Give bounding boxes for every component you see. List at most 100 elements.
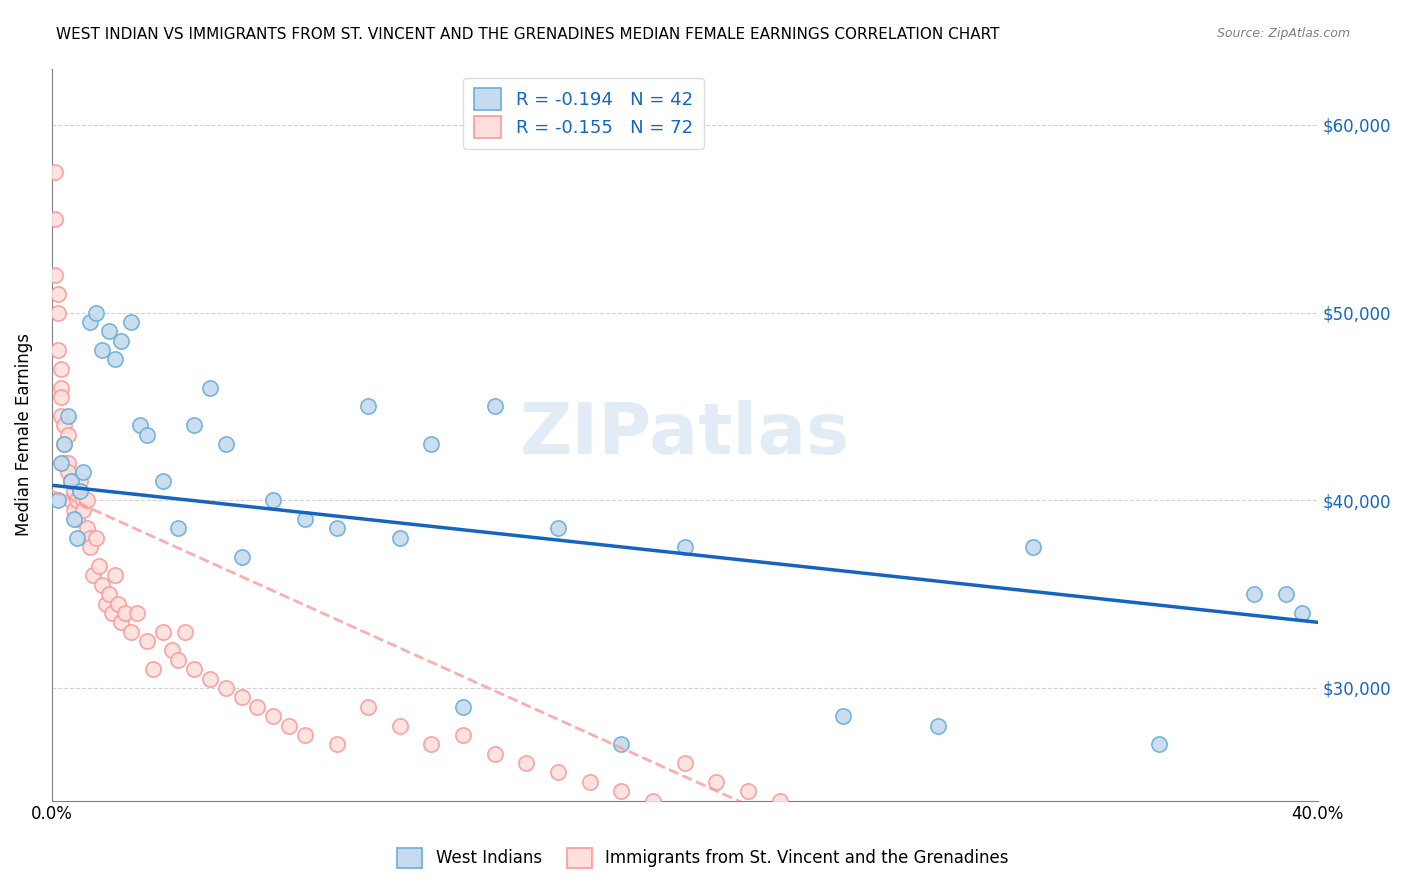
Point [46,286,69,301]
Point [641,794,664,808]
Point [51,390,73,404]
Point [82,568,104,582]
Point [610,737,633,751]
Point [76,493,98,508]
Point [51,456,73,470]
Point [56,427,79,442]
Point [357,400,380,414]
Point [451,728,474,742]
Point [63,483,86,498]
Point [167,521,190,535]
Point [51,409,73,423]
Point [53,437,76,451]
Point [104,352,127,367]
Point [53,456,76,470]
Point [79,540,101,554]
Legend: R = -0.194   N = 42, R = -0.155   N = 72: R = -0.194 N = 42, R = -0.155 N = 72 [463,78,703,149]
Point [107,597,129,611]
Point [69,483,91,498]
Point [1243,587,1265,601]
Point [69,483,91,498]
Point [110,334,132,348]
Text: WEST INDIAN VS IMMIGRANTS FROM ST. VINCENT AND THE GRENADINES MEDIAN FEMALE EARN: WEST INDIAN VS IMMIGRANTS FROM ST. VINCE… [56,27,1000,42]
Point [127,606,149,620]
Point [420,737,443,751]
Point [84,531,107,545]
Point [278,718,301,732]
Point [104,568,127,582]
Point [167,653,190,667]
Point [44,268,66,282]
Point [215,437,238,451]
Point [388,718,411,732]
Point [420,437,443,451]
Point [1022,540,1045,554]
Point [325,521,347,535]
Point [51,381,73,395]
Point [72,493,94,508]
Point [1275,587,1298,601]
Point [737,784,759,798]
Point [94,597,117,611]
Point [53,437,76,451]
Point [66,512,89,526]
Point [59,493,82,508]
Point [101,606,124,620]
Point [142,662,165,676]
Point [183,662,205,676]
Point [673,540,696,554]
Point [79,315,101,329]
Point [704,775,727,789]
Point [66,531,89,545]
Point [46,343,69,357]
Point [294,512,316,526]
Point [135,427,157,442]
Point [294,728,316,742]
Point [231,690,253,705]
Point [114,606,136,620]
Point [59,475,82,489]
Point [72,465,94,479]
Point [97,587,120,601]
Point [673,756,696,770]
Point [56,456,79,470]
Text: Source: ZipAtlas.com: Source: ZipAtlas.com [1216,27,1350,40]
Point [451,699,474,714]
Point [198,672,221,686]
Point [325,737,347,751]
Point [129,418,152,433]
Point [97,324,120,338]
Point [152,475,174,489]
Point [120,315,142,329]
Point [152,624,174,639]
Point [768,794,790,808]
Point [91,343,114,357]
Point [198,381,221,395]
Point [173,624,195,639]
Point [110,615,132,630]
Point [246,699,269,714]
Point [547,521,569,535]
Legend: West Indians, Immigrants from St. Vincent and the Grenadines: West Indians, Immigrants from St. Vincen… [391,841,1015,875]
Point [1149,737,1171,751]
Point [44,211,66,226]
Point [89,558,111,573]
Point [231,549,253,564]
Point [53,418,76,433]
Point [388,531,411,545]
Point [120,624,142,639]
Point [515,756,537,770]
Point [59,475,82,489]
Point [46,493,69,508]
Point [610,784,633,798]
Point [262,709,284,723]
Point [91,578,114,592]
Point [357,699,380,714]
Point [484,400,506,414]
Point [578,775,600,789]
Point [56,409,79,423]
Point [183,418,205,433]
Point [66,493,89,508]
Point [84,305,107,319]
Point [927,718,949,732]
